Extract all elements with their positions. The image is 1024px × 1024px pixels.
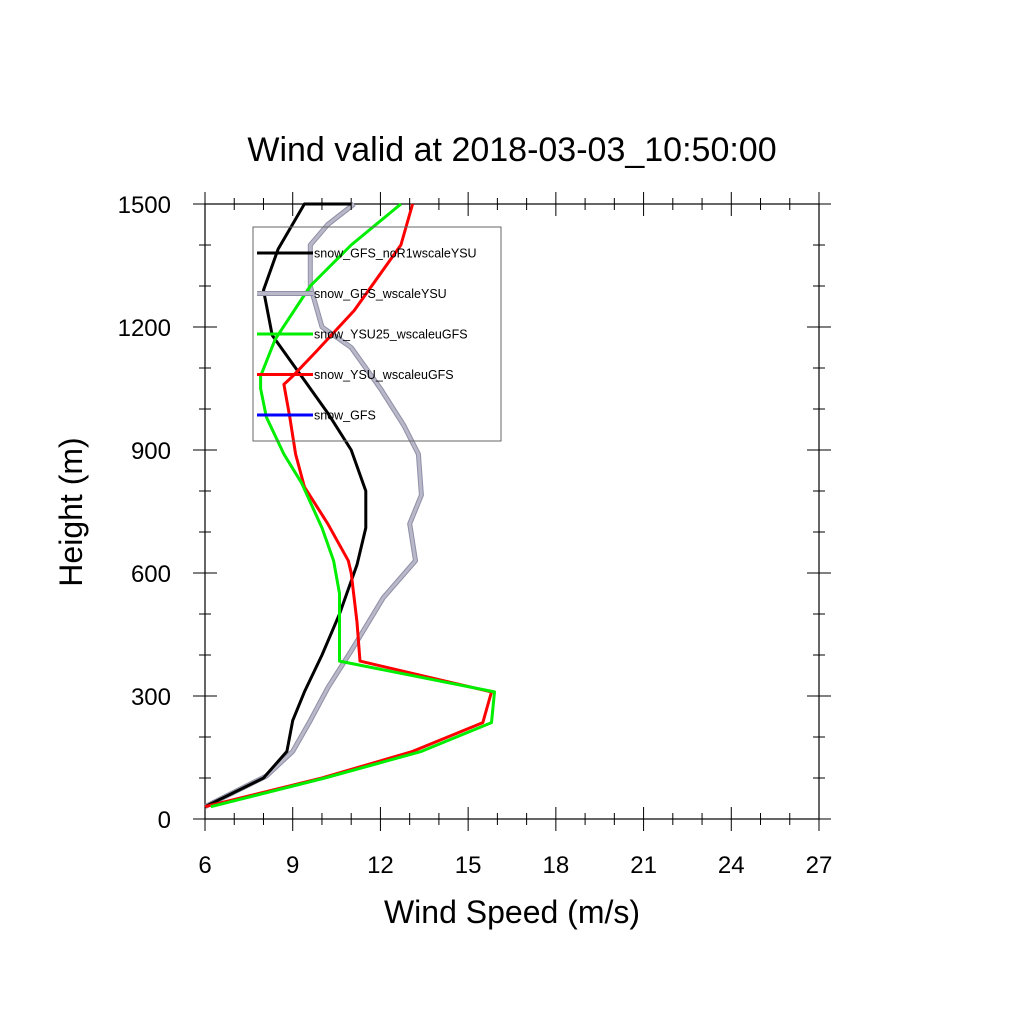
y-tick-label: 1200 xyxy=(118,315,171,342)
x-tick-label: 18 xyxy=(543,852,570,879)
y-tick-label: 900 xyxy=(131,438,171,465)
series-line-0 xyxy=(204,202,368,809)
y-tick-label: 600 xyxy=(131,561,171,588)
series-layer xyxy=(203,202,496,809)
x-tick-label: 12 xyxy=(367,852,394,879)
y-tick-label: 0 xyxy=(158,807,171,834)
y-tick-label: 1500 xyxy=(118,192,171,219)
x-tick-label: 27 xyxy=(806,852,833,879)
chart-title: Wind valid at 2018-03-03_10:50:00 xyxy=(247,131,776,169)
plot-frame xyxy=(204,203,820,820)
legend: snow_GFS_noR1wscaleYSU snow_GFS_wscaleYSU… xyxy=(252,226,502,442)
legend-entry-label: snow_GFS_noR1wscaleYSU xyxy=(314,247,477,261)
x-tick-label: 9 xyxy=(286,852,299,879)
series-line-3 xyxy=(204,203,493,809)
series-line-2 xyxy=(210,202,496,809)
ticks-layer: 6 9 12 15 18 21 24 27 0 300 600 900 1200 1500 xyxy=(118,192,833,879)
x-tick-label: 21 xyxy=(630,852,657,879)
x-tick-label: 24 xyxy=(718,852,745,879)
y-axis-label: Height (m) xyxy=(53,437,89,586)
legend-entry-label: snow_GFS_wscaleYSU xyxy=(314,287,447,301)
x-tick-label: 6 xyxy=(198,852,211,879)
legend-box xyxy=(252,226,502,442)
y-tick-label: 300 xyxy=(131,684,171,711)
legend-entry-label: snow_YSU25_wscaleuGFS xyxy=(314,328,468,342)
legend-entry-label: snow_YSU_wscaleuGFS xyxy=(314,368,454,382)
x-axis-label: Wind Speed (m/s) xyxy=(384,894,640,930)
legend-entry-label: snow_GFS xyxy=(314,409,376,423)
x-tick-label: 15 xyxy=(455,852,482,879)
